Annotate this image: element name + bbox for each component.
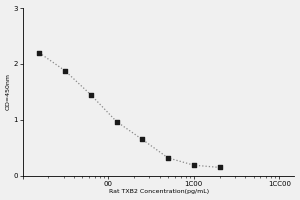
Point bbox=[88, 93, 93, 96]
Y-axis label: OD=450nm: OD=450nm bbox=[6, 73, 10, 110]
X-axis label: Rat TXB2 Concentration(pg/mL): Rat TXB2 Concentration(pg/mL) bbox=[109, 189, 208, 194]
Point bbox=[140, 138, 145, 141]
Point bbox=[37, 51, 42, 54]
Point bbox=[114, 120, 119, 123]
Point bbox=[166, 156, 170, 160]
Point bbox=[191, 164, 196, 167]
Point bbox=[63, 69, 68, 72]
Point bbox=[217, 166, 222, 169]
